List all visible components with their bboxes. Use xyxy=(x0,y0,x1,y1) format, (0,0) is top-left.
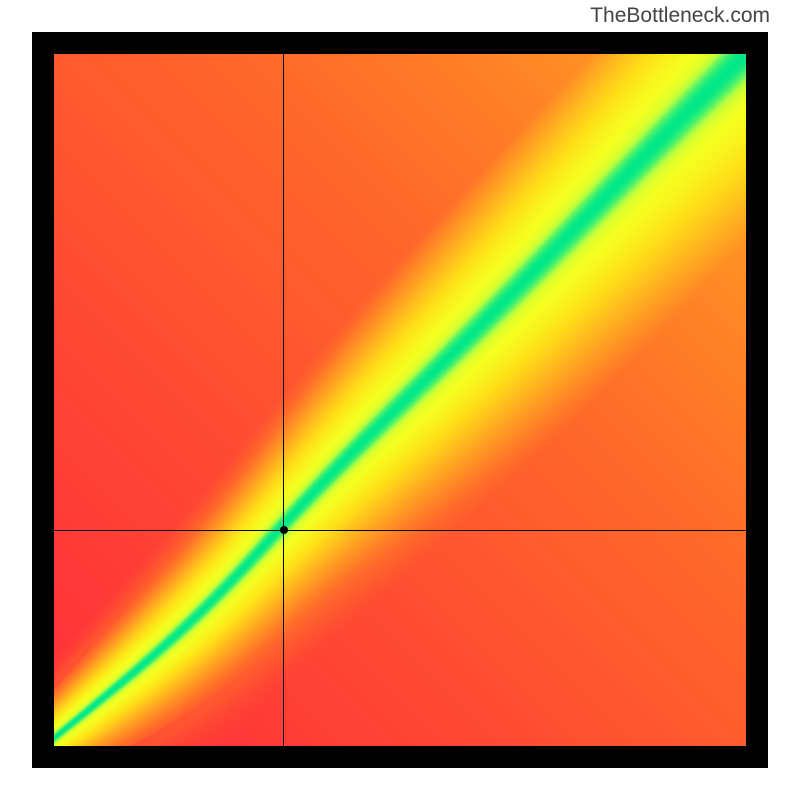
chart-frame xyxy=(32,32,768,768)
watermark-text: TheBottleneck.com xyxy=(590,4,770,28)
crosshair-marker xyxy=(280,526,288,534)
crosshair-vertical xyxy=(283,54,284,746)
crosshair-horizontal xyxy=(54,530,746,531)
heatmap-canvas xyxy=(54,54,746,746)
heatmap-plot xyxy=(54,54,746,746)
